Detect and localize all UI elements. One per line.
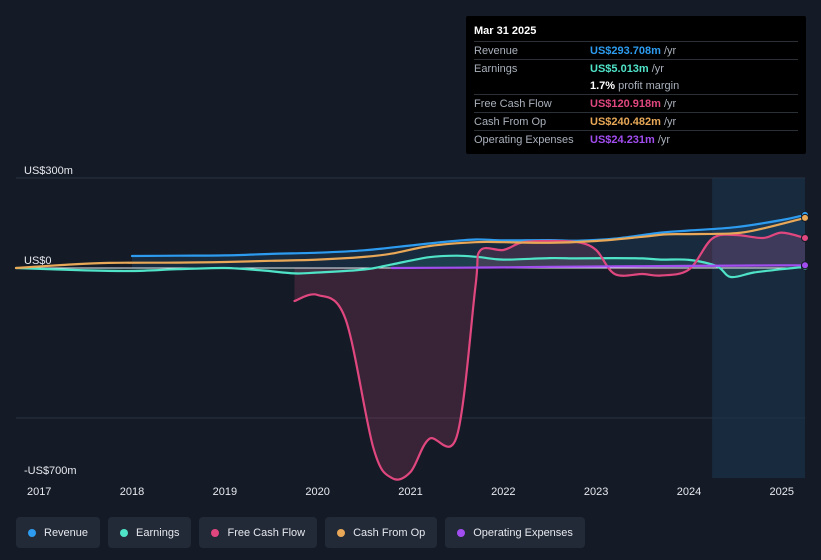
- legend-dot-icon: [28, 528, 36, 537]
- data-tooltip: Mar 31 2025 Revenue US$293.708m /yr Earn…: [466, 16, 806, 154]
- legend-label: Free Cash Flow: [227, 526, 306, 539]
- tooltip-value: US$24.231m: [590, 133, 655, 146]
- tooltip-date: Mar 31 2025: [474, 25, 537, 37]
- x-axis-tick-label: 2021: [398, 486, 422, 498]
- x-axis-tick-label: 2022: [491, 486, 515, 498]
- legend-label: Revenue: [44, 526, 89, 539]
- revenue-area: [132, 214, 805, 268]
- tooltip-value: 1.7%: [590, 79, 616, 92]
- free-cash-flow-area: [294, 232, 805, 480]
- tooltip-unit: /yr: [663, 97, 677, 110]
- x-axis-tick-label: 2018: [120, 486, 144, 498]
- earnings-area: [16, 255, 805, 278]
- chart-legend: Revenue Earnings Free Cash Flow Cash Fro…: [16, 517, 585, 548]
- legend-label: Operating Expenses: [473, 526, 573, 539]
- series-areas: [16, 214, 805, 480]
- legend-item-earnings[interactable]: Earnings: [108, 517, 192, 548]
- legend-dot-icon: [337, 528, 346, 537]
- tooltip-label: Free Cash Flow: [474, 97, 552, 110]
- tooltip-label: Revenue: [474, 44, 519, 57]
- tooltip-row-cash-from-op: Cash From Op US$240.482m /yr: [474, 112, 798, 130]
- tooltip-unit: /yr: [651, 62, 664, 75]
- legend-dot-icon: [211, 528, 220, 537]
- legend-item-revenue[interactable]: Revenue: [16, 517, 101, 548]
- tooltip-unit: profit margin: [618, 79, 680, 92]
- tooltip-row-profit-margin: 1.7% profit margin: [474, 77, 798, 94]
- legend-dot-icon: [120, 528, 129, 537]
- legend-dot-icon: [457, 528, 466, 537]
- tooltip-label: Earnings: [474, 62, 518, 75]
- tooltip-unit: /yr: [663, 44, 677, 57]
- y-axis-tick-label: -US$700m: [24, 465, 77, 477]
- legend-label: Cash From Op: [353, 526, 426, 539]
- legend-item-operating-expenses[interactable]: Operating Expenses: [445, 517, 585, 548]
- tooltip-row-operating-expenses: Operating Expenses US$24.231m /yr: [474, 130, 798, 148]
- x-axis-tick-label: 2019: [213, 486, 237, 498]
- tooltip-label: Operating Expenses: [474, 133, 574, 146]
- cash-from-op-end-point: [801, 213, 809, 222]
- x-axis-tick-label: 2020: [305, 486, 329, 498]
- tooltip-value: US$240.482m: [590, 115, 661, 128]
- tooltip-row-free-cash-flow: Free Cash Flow US$120.918m /yr: [474, 94, 798, 112]
- legend-item-free-cash-flow[interactable]: Free Cash Flow: [199, 517, 318, 548]
- y-axis-tick-label: US$0: [24, 255, 52, 267]
- tooltip-row-earnings: Earnings US$5.013m /yr: [474, 59, 798, 77]
- tooltip-unit: /yr: [663, 115, 677, 128]
- legend-label: Earnings: [136, 526, 180, 539]
- operating-expenses-end-point: [801, 261, 809, 270]
- tooltip-value: US$5.013m: [590, 62, 649, 75]
- tooltip-value: US$120.918m: [590, 97, 661, 110]
- x-axis-tick-label: 2025: [770, 486, 794, 498]
- series-lines: [14, 213, 807, 481]
- cash-from-op-line: [14, 216, 807, 270]
- x-axis-tick-label: 2023: [584, 486, 608, 498]
- tooltip-label: Cash From Op: [474, 115, 547, 128]
- operating-expenses-line: [390, 264, 807, 270]
- legend-item-cash-from-op[interactable]: Cash From Op: [325, 517, 438, 548]
- x-axis-labels: 2017 2018 2019 2020 2021 2022 2023 2024 2025: [27, 486, 794, 498]
- tooltip-unit: /yr: [657, 133, 671, 146]
- tooltip-row-revenue: Revenue US$293.708m /yr: [474, 41, 798, 59]
- y-axis-labels: US$300m US$0 -US$700m: [24, 165, 77, 477]
- free-cash-flow-end-point: [801, 234, 809, 242]
- x-axis-tick-label: 2024: [677, 486, 701, 498]
- y-axis-tick-label: US$300m: [24, 165, 73, 177]
- x-axis-tick-label: 2017: [27, 486, 51, 498]
- tooltip-value: US$293.708m: [590, 44, 661, 57]
- grid-lines: [16, 177, 805, 419]
- series-endpoints: [801, 210, 809, 271]
- revenue-line: [130, 213, 807, 258]
